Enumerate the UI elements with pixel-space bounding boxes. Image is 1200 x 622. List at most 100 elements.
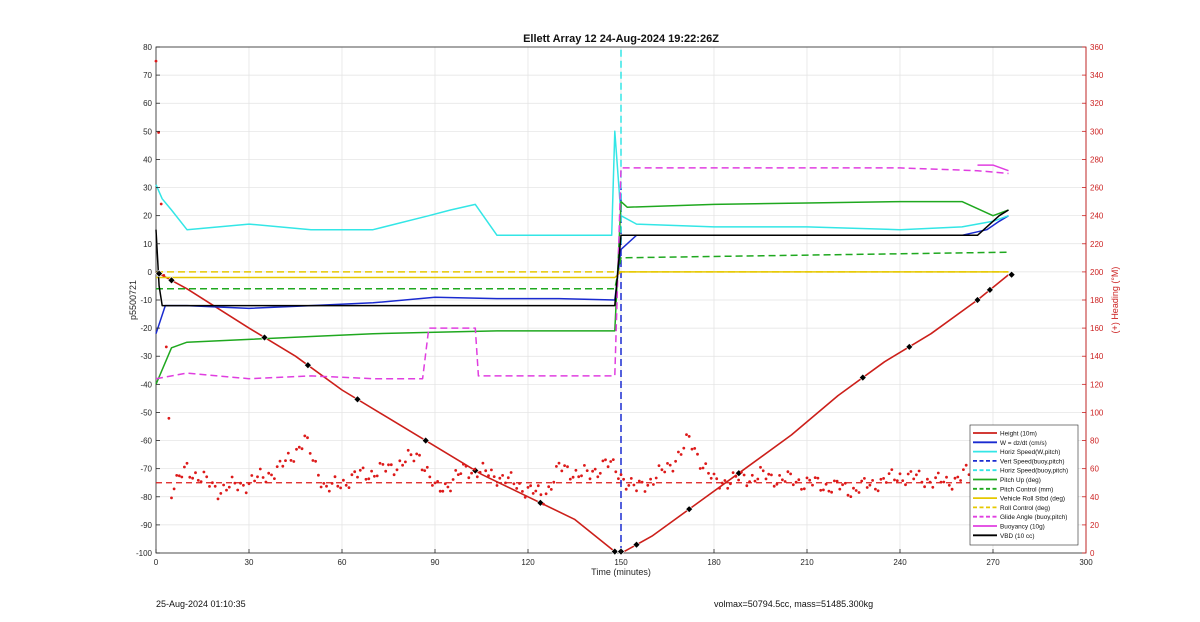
x-tick-label: 210 — [800, 558, 814, 567]
heading-point — [322, 482, 326, 485]
heading-point — [242, 483, 245, 487]
heading-point — [863, 477, 866, 480]
heading-point — [756, 477, 760, 481]
heading-point — [446, 485, 450, 489]
x-tick-label: 270 — [986, 558, 1000, 567]
heading-point — [819, 488, 823, 492]
heading-point — [632, 483, 636, 487]
chart-title: Ellett Array 12 24-Aug-2024 19:22:26Z — [523, 33, 719, 45]
heading-point — [464, 464, 468, 468]
heading-point — [775, 482, 779, 486]
heading-point — [936, 471, 940, 475]
heading-point — [484, 469, 488, 473]
x-tick-label: 150 — [614, 558, 628, 567]
heading-point — [267, 471, 271, 475]
heading-point — [208, 485, 211, 488]
heading-point — [797, 478, 801, 482]
heading-point — [239, 481, 242, 485]
heading-point — [521, 490, 524, 493]
legend-label-6: Pitch Control (mm) — [1000, 486, 1053, 493]
x-tick-label: 240 — [893, 558, 907, 567]
y-left-tick-label: -90 — [140, 521, 152, 530]
heading-point — [441, 489, 445, 493]
heading-point — [640, 480, 644, 484]
legend-label-11: VBD (10 cc) — [1000, 533, 1034, 540]
legend-label-10: Buoyancy (10g) — [1000, 524, 1045, 531]
heading-point — [364, 477, 368, 481]
heading-point — [487, 474, 490, 478]
heading-point — [202, 470, 206, 474]
heading-point — [789, 472, 792, 476]
heading-point — [415, 452, 419, 456]
heading-point — [306, 436, 309, 440]
heading-point — [920, 480, 924, 484]
heading-point — [745, 484, 749, 488]
y-left-tick-label: 0 — [148, 268, 153, 277]
x-tick-label: 90 — [431, 558, 440, 567]
heading-point — [637, 479, 641, 483]
heading-point — [833, 479, 836, 483]
heading-point — [635, 489, 638, 493]
heading-point — [317, 473, 320, 477]
y-right-tick-label: 160 — [1090, 324, 1104, 333]
heading-point — [574, 468, 578, 472]
heading-point — [849, 495, 853, 498]
heading-point — [459, 472, 463, 475]
heading-point — [219, 492, 223, 495]
legend-label-4: Horiz Speed(buoy,pitch) — [1000, 468, 1068, 475]
y-left-tick-label: -20 — [140, 324, 152, 333]
heading-point — [627, 484, 631, 487]
heading-point — [350, 473, 354, 477]
heading-point — [593, 467, 597, 471]
y-left-tick-label: -70 — [140, 465, 152, 474]
heading-point — [962, 468, 965, 471]
heading-point — [895, 479, 899, 483]
heading-point — [759, 465, 762, 469]
heading-point — [753, 479, 757, 483]
heading-point — [303, 434, 307, 438]
heading-point — [436, 480, 439, 483]
heading-point — [356, 475, 359, 479]
heading-point — [843, 481, 847, 485]
heading-point — [588, 477, 592, 481]
heading-point — [451, 478, 455, 481]
heading-point — [808, 478, 812, 482]
heading-point — [860, 479, 864, 483]
heading-point — [791, 483, 795, 487]
y-right-tick-label: 220 — [1090, 240, 1104, 249]
y-axis-right-label: (+) Heading (°M) — [1110, 267, 1120, 334]
y-left-tick-label: -30 — [140, 352, 152, 361]
y-left-tick-label: 10 — [143, 240, 152, 249]
heading-point — [841, 483, 844, 487]
heading-point — [939, 480, 943, 484]
heading-point — [264, 480, 268, 484]
heading-point — [177, 474, 181, 478]
height-marker — [167, 276, 176, 285]
heading-point — [668, 463, 672, 467]
heading-point — [898, 472, 902, 476]
heading-point — [568, 477, 572, 481]
heading-point — [547, 485, 551, 489]
heading-point — [225, 488, 228, 492]
heading-point — [964, 463, 968, 467]
height-marker — [610, 547, 619, 556]
heading-point — [598, 471, 602, 475]
heading-point — [654, 476, 658, 480]
heading-point — [536, 484, 540, 488]
heading-point — [398, 459, 402, 463]
heading-point — [909, 470, 913, 473]
heading-point — [560, 469, 564, 473]
heading-point — [258, 467, 262, 471]
heading-point — [172, 487, 176, 491]
heading-point — [786, 470, 790, 474]
heading-point — [518, 482, 521, 485]
y-right-tick-label: 340 — [1090, 71, 1104, 80]
heading-point — [233, 481, 237, 485]
heading-point — [154, 59, 158, 63]
heading-point — [931, 485, 935, 489]
heading-point — [923, 485, 926, 489]
heading-point — [506, 476, 510, 480]
series-layer — [154, 47, 1016, 556]
heading-point — [170, 496, 173, 500]
heading-point — [549, 488, 553, 491]
